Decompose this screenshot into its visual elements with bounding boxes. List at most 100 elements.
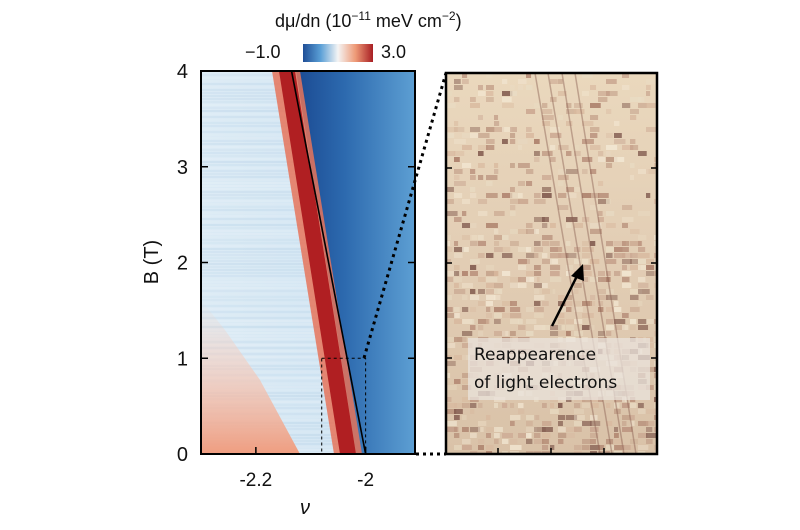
heatmap-stripe bbox=[201, 443, 415, 445]
inset-pixel bbox=[630, 139, 636, 144]
inset-pixel bbox=[630, 439, 638, 444]
inset-pixel bbox=[558, 307, 568, 312]
inset-pixel bbox=[542, 283, 548, 288]
inset-pixel bbox=[630, 265, 641, 270]
inset-pixel bbox=[550, 403, 555, 408]
inset-pixel bbox=[446, 307, 453, 312]
inset-pixel bbox=[638, 241, 643, 246]
inset-pixel bbox=[462, 427, 469, 432]
inset-pixel bbox=[518, 145, 523, 150]
inset-pixel bbox=[622, 283, 632, 288]
inset-pixel bbox=[558, 205, 569, 210]
inset-pixel bbox=[454, 157, 460, 162]
inset-pixel bbox=[606, 163, 613, 168]
inset-pixel bbox=[646, 265, 655, 270]
inset-pixel bbox=[526, 307, 537, 312]
inset-pixel bbox=[510, 451, 519, 454]
inset-pixel bbox=[502, 193, 513, 198]
heatmap-stripe bbox=[201, 428, 415, 430]
inset-pixel bbox=[510, 277, 521, 282]
inset-pixel bbox=[526, 109, 536, 114]
inset-pixel bbox=[502, 97, 512, 102]
inset-pixel bbox=[606, 289, 614, 294]
inset-pixel bbox=[494, 427, 503, 432]
inset-pixel bbox=[566, 253, 577, 258]
inset-pixel bbox=[606, 223, 616, 228]
inset-pixel bbox=[510, 319, 519, 324]
inset-pixel bbox=[446, 373, 451, 378]
inset-pixel bbox=[470, 403, 477, 408]
inset-pixel bbox=[526, 223, 533, 228]
inset-pixel bbox=[590, 277, 602, 282]
inset-pixel bbox=[654, 283, 657, 288]
inset-pixel bbox=[582, 157, 593, 162]
inset-pixel bbox=[606, 157, 618, 162]
inset-pixel bbox=[486, 301, 493, 306]
inset-pixel bbox=[446, 313, 456, 318]
inset-pixel bbox=[478, 145, 488, 150]
inset-pixel bbox=[462, 145, 472, 150]
inset-pixel bbox=[614, 403, 620, 408]
inset-pixel bbox=[542, 451, 551, 454]
inset-pixel bbox=[470, 289, 476, 294]
inset-pixel bbox=[646, 193, 651, 198]
inset-pixel bbox=[446, 397, 452, 402]
inset-pixel bbox=[622, 451, 628, 454]
inset-pixel bbox=[462, 247, 469, 252]
inset-pixel bbox=[606, 331, 612, 336]
inset-pixel bbox=[646, 439, 653, 444]
inset-pixel bbox=[542, 433, 551, 438]
inset-pixel bbox=[534, 295, 545, 300]
heatmap-lower-left-red bbox=[201, 300, 300, 454]
heatmap-stripe bbox=[201, 434, 415, 436]
inset-pixel bbox=[646, 319, 654, 324]
inset-pixel bbox=[502, 247, 511, 252]
inset-pixel bbox=[470, 295, 480, 300]
inset-pixel bbox=[558, 295, 565, 300]
inset-pixel bbox=[446, 235, 452, 240]
inset-pixel bbox=[638, 409, 646, 414]
inset-pixel bbox=[654, 379, 657, 384]
inset-pixel bbox=[478, 331, 484, 336]
inset-pixel bbox=[574, 103, 583, 108]
inset-pixel bbox=[470, 133, 480, 138]
inset-pixel bbox=[502, 271, 511, 276]
inset-pixel bbox=[654, 385, 657, 390]
inset-pixel bbox=[582, 325, 590, 330]
inset-pixel bbox=[486, 271, 498, 276]
inset-pixel bbox=[566, 151, 572, 156]
inset-pixel bbox=[622, 415, 630, 420]
inset-pixel bbox=[598, 301, 604, 306]
inset-pixel bbox=[502, 403, 508, 408]
inset-pixel bbox=[638, 301, 643, 306]
inset-pixel bbox=[526, 277, 537, 282]
inset-pixel bbox=[486, 145, 495, 150]
inset-pixel bbox=[590, 169, 597, 174]
inset-pixel bbox=[534, 415, 540, 420]
inset-pixel bbox=[534, 277, 540, 282]
inset-pixel bbox=[550, 289, 556, 294]
annotation-arrowhead bbox=[571, 264, 584, 281]
y-axis: 0 1 2 3 4 bbox=[177, 61, 415, 466]
inset-pixel bbox=[518, 277, 530, 282]
inset-pixel bbox=[478, 439, 485, 444]
inset-pixel bbox=[486, 265, 495, 270]
x-tick-label: -2 bbox=[357, 470, 374, 491]
inset-pixel bbox=[534, 151, 540, 156]
inset-pixel bbox=[462, 343, 473, 348]
inset-pixel bbox=[630, 175, 635, 180]
heatmap-stripe bbox=[201, 401, 415, 403]
inset-pixel bbox=[494, 247, 503, 252]
inset-pixel bbox=[630, 229, 640, 234]
inset-pixel bbox=[494, 403, 499, 408]
inset-pixel bbox=[630, 115, 637, 120]
inset-pixel bbox=[470, 433, 477, 438]
inset-pixel bbox=[550, 331, 559, 336]
inset-pixel bbox=[462, 331, 473, 336]
inset-pixel bbox=[462, 355, 474, 360]
inset-pixel bbox=[622, 421, 627, 426]
heatmap-red-band-core bbox=[279, 71, 356, 454]
inset-pixel bbox=[502, 433, 513, 438]
inset-pixel bbox=[470, 259, 480, 264]
inset-pixel bbox=[454, 289, 466, 294]
